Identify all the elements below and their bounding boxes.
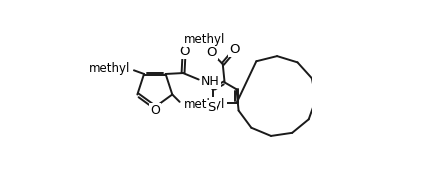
Text: S: S <box>208 101 216 114</box>
Text: O: O <box>179 45 189 58</box>
Text: NH: NH <box>201 75 220 88</box>
Text: methyl: methyl <box>88 62 130 75</box>
Text: O: O <box>229 43 239 56</box>
Text: O: O <box>150 104 160 117</box>
Text: O: O <box>206 46 217 59</box>
Text: methyl: methyl <box>184 33 225 46</box>
Text: methyl: methyl <box>184 98 226 111</box>
